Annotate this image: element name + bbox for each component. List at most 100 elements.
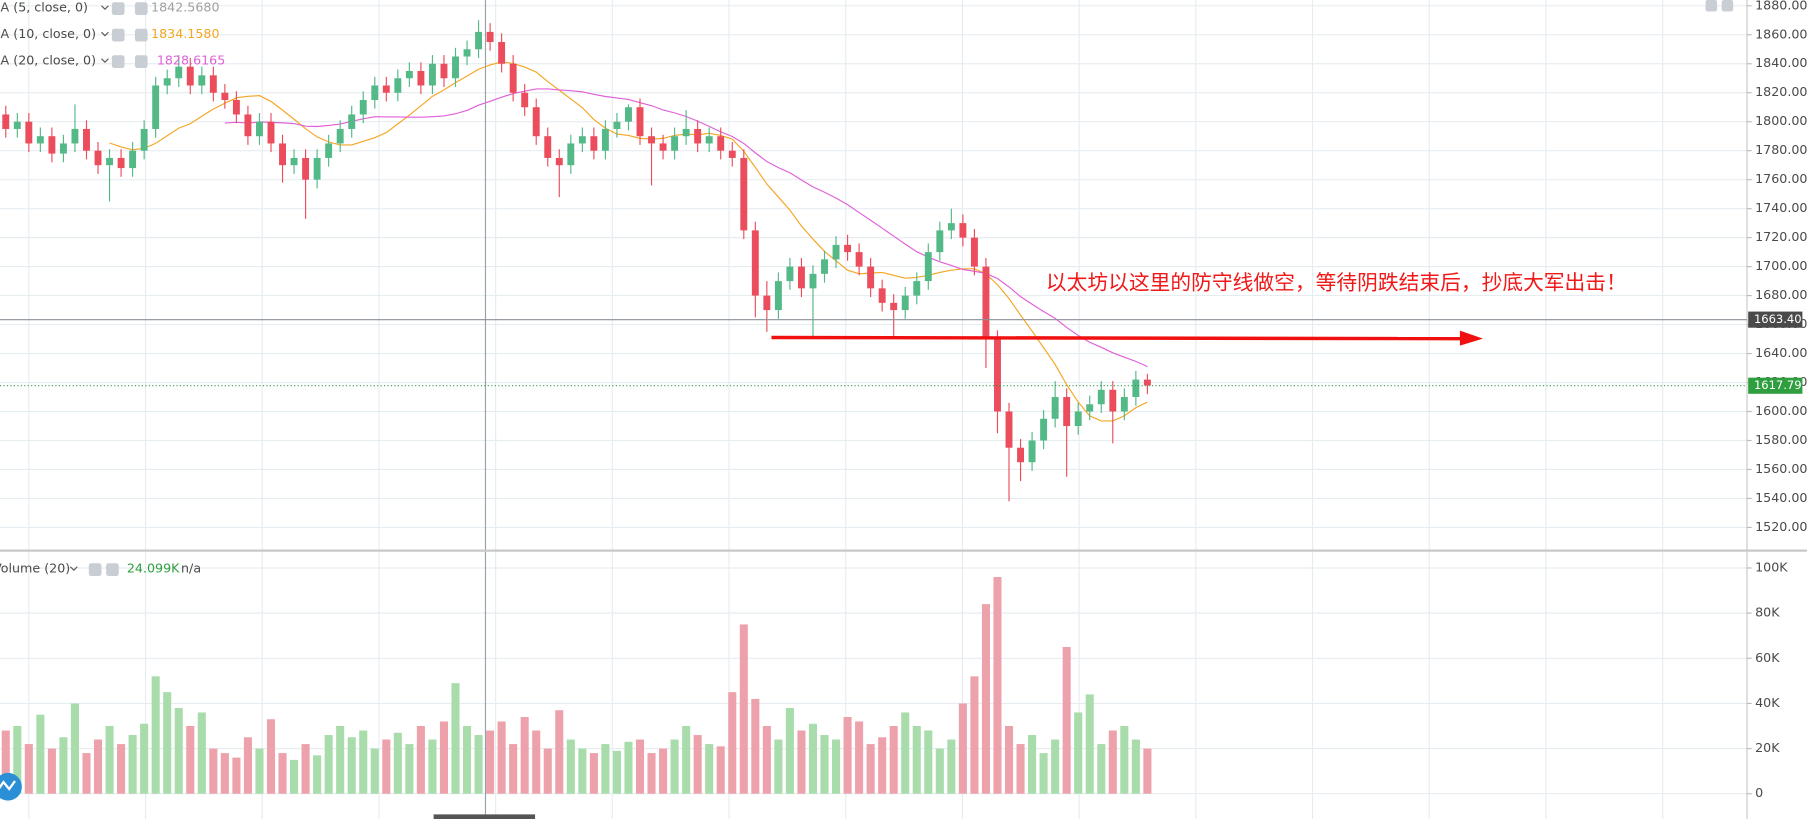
volume-bar — [889, 725, 898, 794]
candle-body — [498, 42, 506, 64]
candle-body — [578, 136, 586, 144]
volume-bar — [682, 725, 691, 794]
volume-bar — [808, 723, 818, 794]
candle-body — [774, 281, 782, 311]
volume-bar — [128, 735, 137, 794]
y-tick-label: 1680.00 — [1755, 287, 1807, 302]
candle-body — [1086, 404, 1094, 412]
volume-bar — [151, 676, 160, 794]
candle-body — [198, 75, 206, 86]
volume-bar — [935, 748, 944, 794]
arrow-head — [1459, 330, 1483, 346]
candle-body — [1132, 379, 1140, 398]
candle-body — [359, 99, 367, 115]
y-tick-label: 80K — [1755, 605, 1780, 620]
candle-body — [590, 136, 598, 151]
y-tick-label: 1700.00 — [1755, 258, 1807, 273]
volume-bar — [59, 737, 68, 794]
candle-body — [705, 136, 713, 144]
candle-body — [648, 136, 655, 144]
candle-body — [117, 157, 125, 169]
legend-eye-button[interactable] — [111, 55, 125, 68]
volume-bar — [993, 577, 1002, 794]
volume-bar — [243, 737, 252, 794]
volume-bar — [47, 748, 56, 794]
legend-remove-button[interactable] — [134, 55, 148, 68]
volume-bar — [774, 739, 783, 794]
volume-bar — [1028, 735, 1037, 794]
legend-remove-button[interactable] — [134, 2, 148, 15]
candle-body — [994, 339, 1001, 412]
last-price-box — [1748, 377, 1803, 394]
volume-bar — [290, 759, 299, 794]
candle-body — [1097, 389, 1105, 405]
candle-body — [1063, 397, 1071, 426]
y-tick-label: 1800.00 — [1755, 113, 1807, 128]
volume-bar — [509, 744, 518, 794]
logo-mark — [0, 780, 16, 791]
legend-chevron — [101, 31, 109, 37]
annotation: 以太坊以这里的防守线做空，等待阴跌结束后，抄底大军出击！ — [1046, 270, 1627, 294]
candle-body — [601, 128, 609, 151]
volume-bar — [820, 735, 829, 794]
legend-remove-button[interactable] — [106, 563, 119, 576]
y-tick-label: 1780.00 — [1755, 142, 1807, 157]
candle-body — [821, 259, 828, 274]
volume-bar — [232, 757, 241, 794]
volume-bar — [578, 748, 587, 794]
candle-body — [970, 237, 978, 267]
legend-eye-button[interactable] — [111, 28, 125, 42]
collapse-button[interactable] — [1705, 0, 1718, 12]
y-tick-label: 1880.00 — [1755, 0, 1807, 12]
legend-eye-button[interactable] — [88, 563, 102, 576]
volume-bar — [566, 739, 575, 794]
candle-body — [48, 136, 56, 154]
volume-bar — [901, 712, 910, 794]
volume-bar — [1004, 725, 1014, 794]
volume-bar — [117, 744, 126, 794]
volume-bar — [370, 748, 379, 794]
volume-bar — [82, 753, 91, 794]
volume-bar — [313, 755, 322, 794]
legend-eye-button[interactable] — [111, 2, 125, 15]
candle-body — [2, 114, 10, 129]
crosshair-price-box — [1748, 311, 1803, 328]
volume-bar — [462, 725, 472, 794]
volume-legend-value: 24.099K — [127, 561, 180, 576]
legend-remove-button[interactable] — [134, 28, 148, 42]
legend-chevron — [101, 58, 109, 64]
volume-bar — [589, 753, 598, 794]
scrollbar[interactable] — [433, 814, 536, 819]
candle-body — [256, 121, 263, 137]
candle-body — [1120, 397, 1128, 412]
candle-body — [36, 136, 44, 144]
candle-body — [163, 78, 171, 86]
volume-bar — [947, 739, 956, 794]
candle-body — [302, 157, 310, 180]
volume-bar — [278, 753, 287, 794]
volume-bar — [912, 725, 921, 794]
volume-bar — [428, 739, 437, 794]
candle-body — [405, 70, 413, 79]
y-tick-label: 1840.00 — [1755, 55, 1807, 70]
y-tick-label: 1820.00 — [1755, 84, 1807, 99]
candle-body — [763, 295, 771, 311]
volume-bar — [186, 725, 195, 794]
candle-body — [440, 63, 448, 79]
crosshair-price-label: 1663.40 — [1754, 312, 1802, 326]
candle-body — [463, 49, 471, 57]
volume-bar — [174, 707, 183, 794]
candle-body — [509, 63, 517, 93]
candle-body — [924, 252, 932, 282]
y-tick-label: 100K — [1755, 559, 1788, 574]
candle-body — [313, 157, 321, 180]
volume-bar — [93, 739, 103, 794]
volume-bar — [209, 748, 218, 794]
volume-bar — [1097, 744, 1106, 794]
volume-bar — [36, 714, 45, 794]
candle-body — [717, 136, 725, 151]
candle-body — [13, 121, 21, 129]
scale-button[interactable] — [1721, 0, 1734, 12]
